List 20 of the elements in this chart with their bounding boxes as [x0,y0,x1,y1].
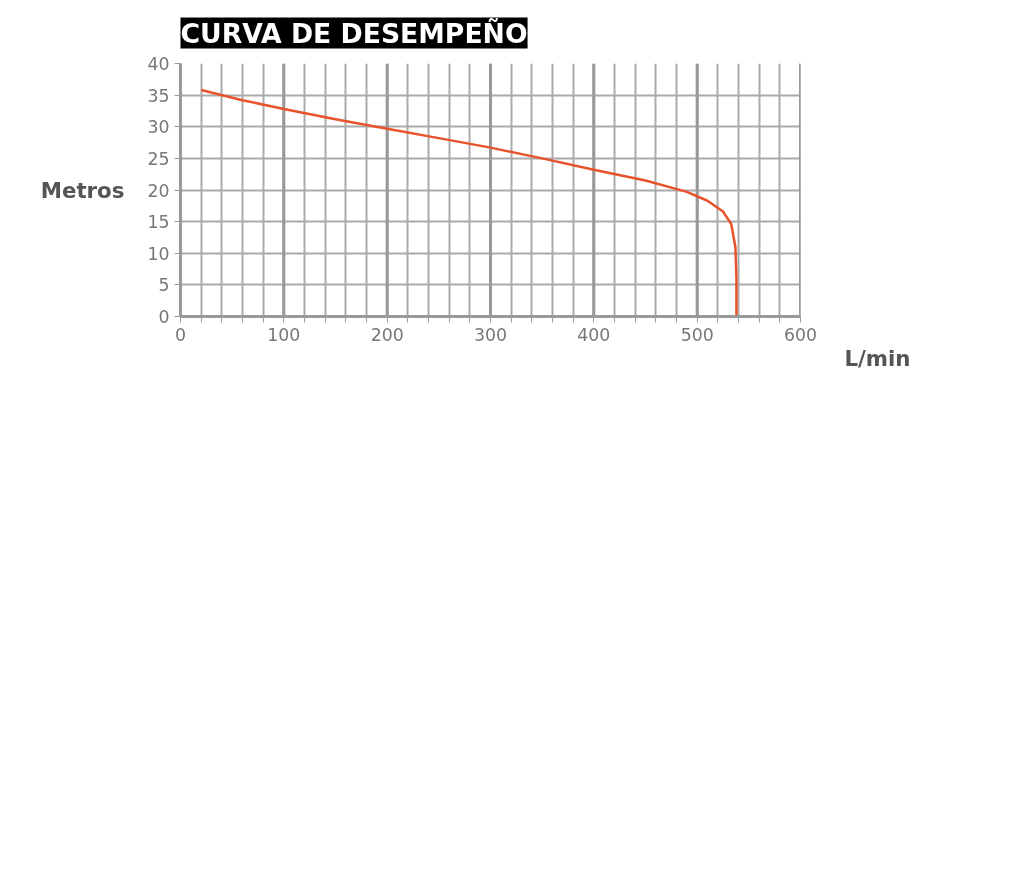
y-tick-label: 10 [147,243,170,264]
x-tick-label: 400 [577,324,611,345]
y-tick-label: 30 [147,117,170,138]
line-series [199,88,738,317]
x-tick-label: 600 [783,324,818,345]
x-tick-label: 0 [174,324,187,345]
y-tick-label: 0 [158,307,170,327]
x-tick-label: 200 [370,324,404,345]
x-tick-label: 300 [473,324,508,345]
y-tick-label: 25 [147,148,170,169]
x-tick-label: 500 [680,324,714,345]
y-tick-label: 20 [147,180,170,201]
y-tick-label: 5 [158,275,170,296]
y-axis-title: Metros [40,177,125,203]
chart-title: CURVA DE DESEMPEÑO [180,17,528,49]
x-tick-label: 100 [267,324,301,345]
y-tick-label: 35 [147,85,170,106]
y-tick-label: 15 [147,212,170,233]
x-axis-title: L/min [844,345,911,371]
y-tick-label: 40 [147,54,170,74]
